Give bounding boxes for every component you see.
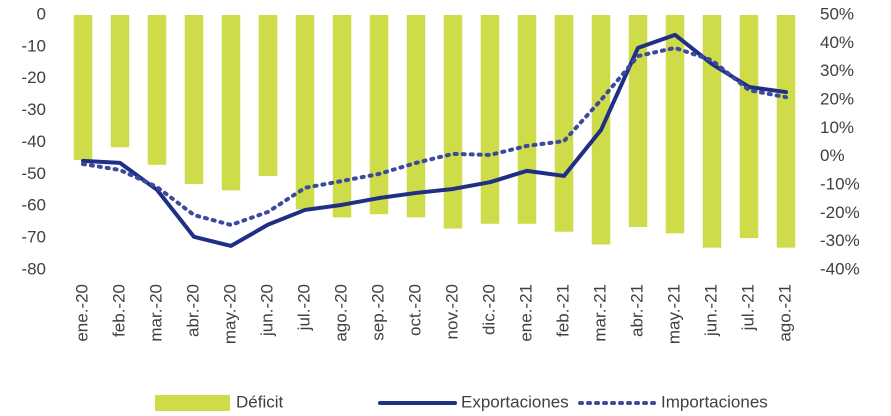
bar bbox=[739, 15, 759, 239]
x-tick-label: ago.-21 bbox=[775, 284, 794, 342]
x-tick-label: mar.-20 bbox=[146, 284, 165, 342]
x-tick-label: feb.-20 bbox=[109, 284, 128, 337]
y2-tick-label: 30% bbox=[820, 61, 854, 80]
bar bbox=[184, 15, 204, 184]
legend-label: Importaciones bbox=[661, 392, 768, 411]
bar bbox=[332, 15, 352, 218]
bar bbox=[295, 15, 315, 210]
x-tick-label: jun.-20 bbox=[257, 284, 276, 337]
y2-tick-label: 10% bbox=[820, 118, 854, 137]
y-tick-label: -20 bbox=[21, 68, 46, 87]
x-tick-label: abr.-21 bbox=[627, 284, 646, 337]
x-tick-label: ene.-21 bbox=[516, 284, 535, 342]
bar bbox=[480, 15, 500, 224]
y-tick-label: -80 bbox=[21, 259, 46, 278]
bar bbox=[406, 15, 426, 218]
y-tick-label: -40 bbox=[21, 132, 46, 151]
x-tick-label: jul.-21 bbox=[738, 284, 757, 331]
y2-tick-label: 20% bbox=[820, 89, 854, 108]
bar bbox=[369, 15, 389, 215]
y-tick-label: -10 bbox=[21, 36, 46, 55]
x-tick-label: mar.-21 bbox=[590, 284, 609, 342]
legend-swatch bbox=[155, 395, 230, 411]
x-tick-label: jul.-20 bbox=[294, 284, 313, 331]
x-tick-label: ene.-20 bbox=[72, 284, 91, 342]
y2-tick-label: -40% bbox=[820, 259, 860, 278]
y-tick-label: -60 bbox=[21, 196, 46, 215]
y-tick-label: 0 bbox=[37, 4, 46, 23]
y-tick-label: -70 bbox=[21, 228, 46, 247]
y-tick-label: -50 bbox=[21, 164, 46, 183]
y-tick-label: -30 bbox=[21, 100, 46, 119]
bar bbox=[776, 15, 796, 248]
bar bbox=[702, 15, 722, 248]
bar bbox=[221, 15, 241, 191]
x-tick-label: may.-20 bbox=[220, 284, 239, 344]
bar bbox=[110, 15, 130, 148]
x-tick-label: nov.-20 bbox=[442, 284, 461, 339]
x-tick-label: dic.-20 bbox=[479, 284, 498, 335]
bar bbox=[73, 15, 93, 161]
x-tick-label: jun.-21 bbox=[701, 284, 720, 337]
y2-tick-label: 50% bbox=[820, 4, 854, 23]
x-tick-label: oct.-20 bbox=[405, 284, 424, 336]
bar bbox=[147, 15, 167, 165]
y2-tick-label: -30% bbox=[820, 231, 860, 250]
line-series bbox=[81, 32, 788, 248]
bar bbox=[554, 15, 574, 232]
bar bbox=[665, 15, 685, 234]
x-tick-label: sep.-20 bbox=[368, 284, 387, 341]
x-tick-label: may.-21 bbox=[664, 284, 683, 344]
bar bbox=[443, 15, 463, 229]
x-tick-label: ago.-20 bbox=[331, 284, 350, 342]
y2-tick-label: 0% bbox=[820, 146, 845, 165]
x-tick-label: feb.-21 bbox=[553, 284, 572, 337]
legend-label: Déficit bbox=[236, 392, 284, 411]
y2-tick-label: 40% bbox=[820, 33, 854, 52]
y2-tick-label: -20% bbox=[820, 203, 860, 222]
bar bbox=[517, 15, 537, 224]
legend-label: Exportaciones bbox=[461, 392, 569, 411]
bar bbox=[258, 15, 278, 176]
line-series bbox=[81, 45, 788, 227]
bar bbox=[628, 15, 648, 227]
y2-tick-label: -10% bbox=[820, 174, 860, 193]
x-tick-label: abr.-20 bbox=[183, 284, 202, 337]
